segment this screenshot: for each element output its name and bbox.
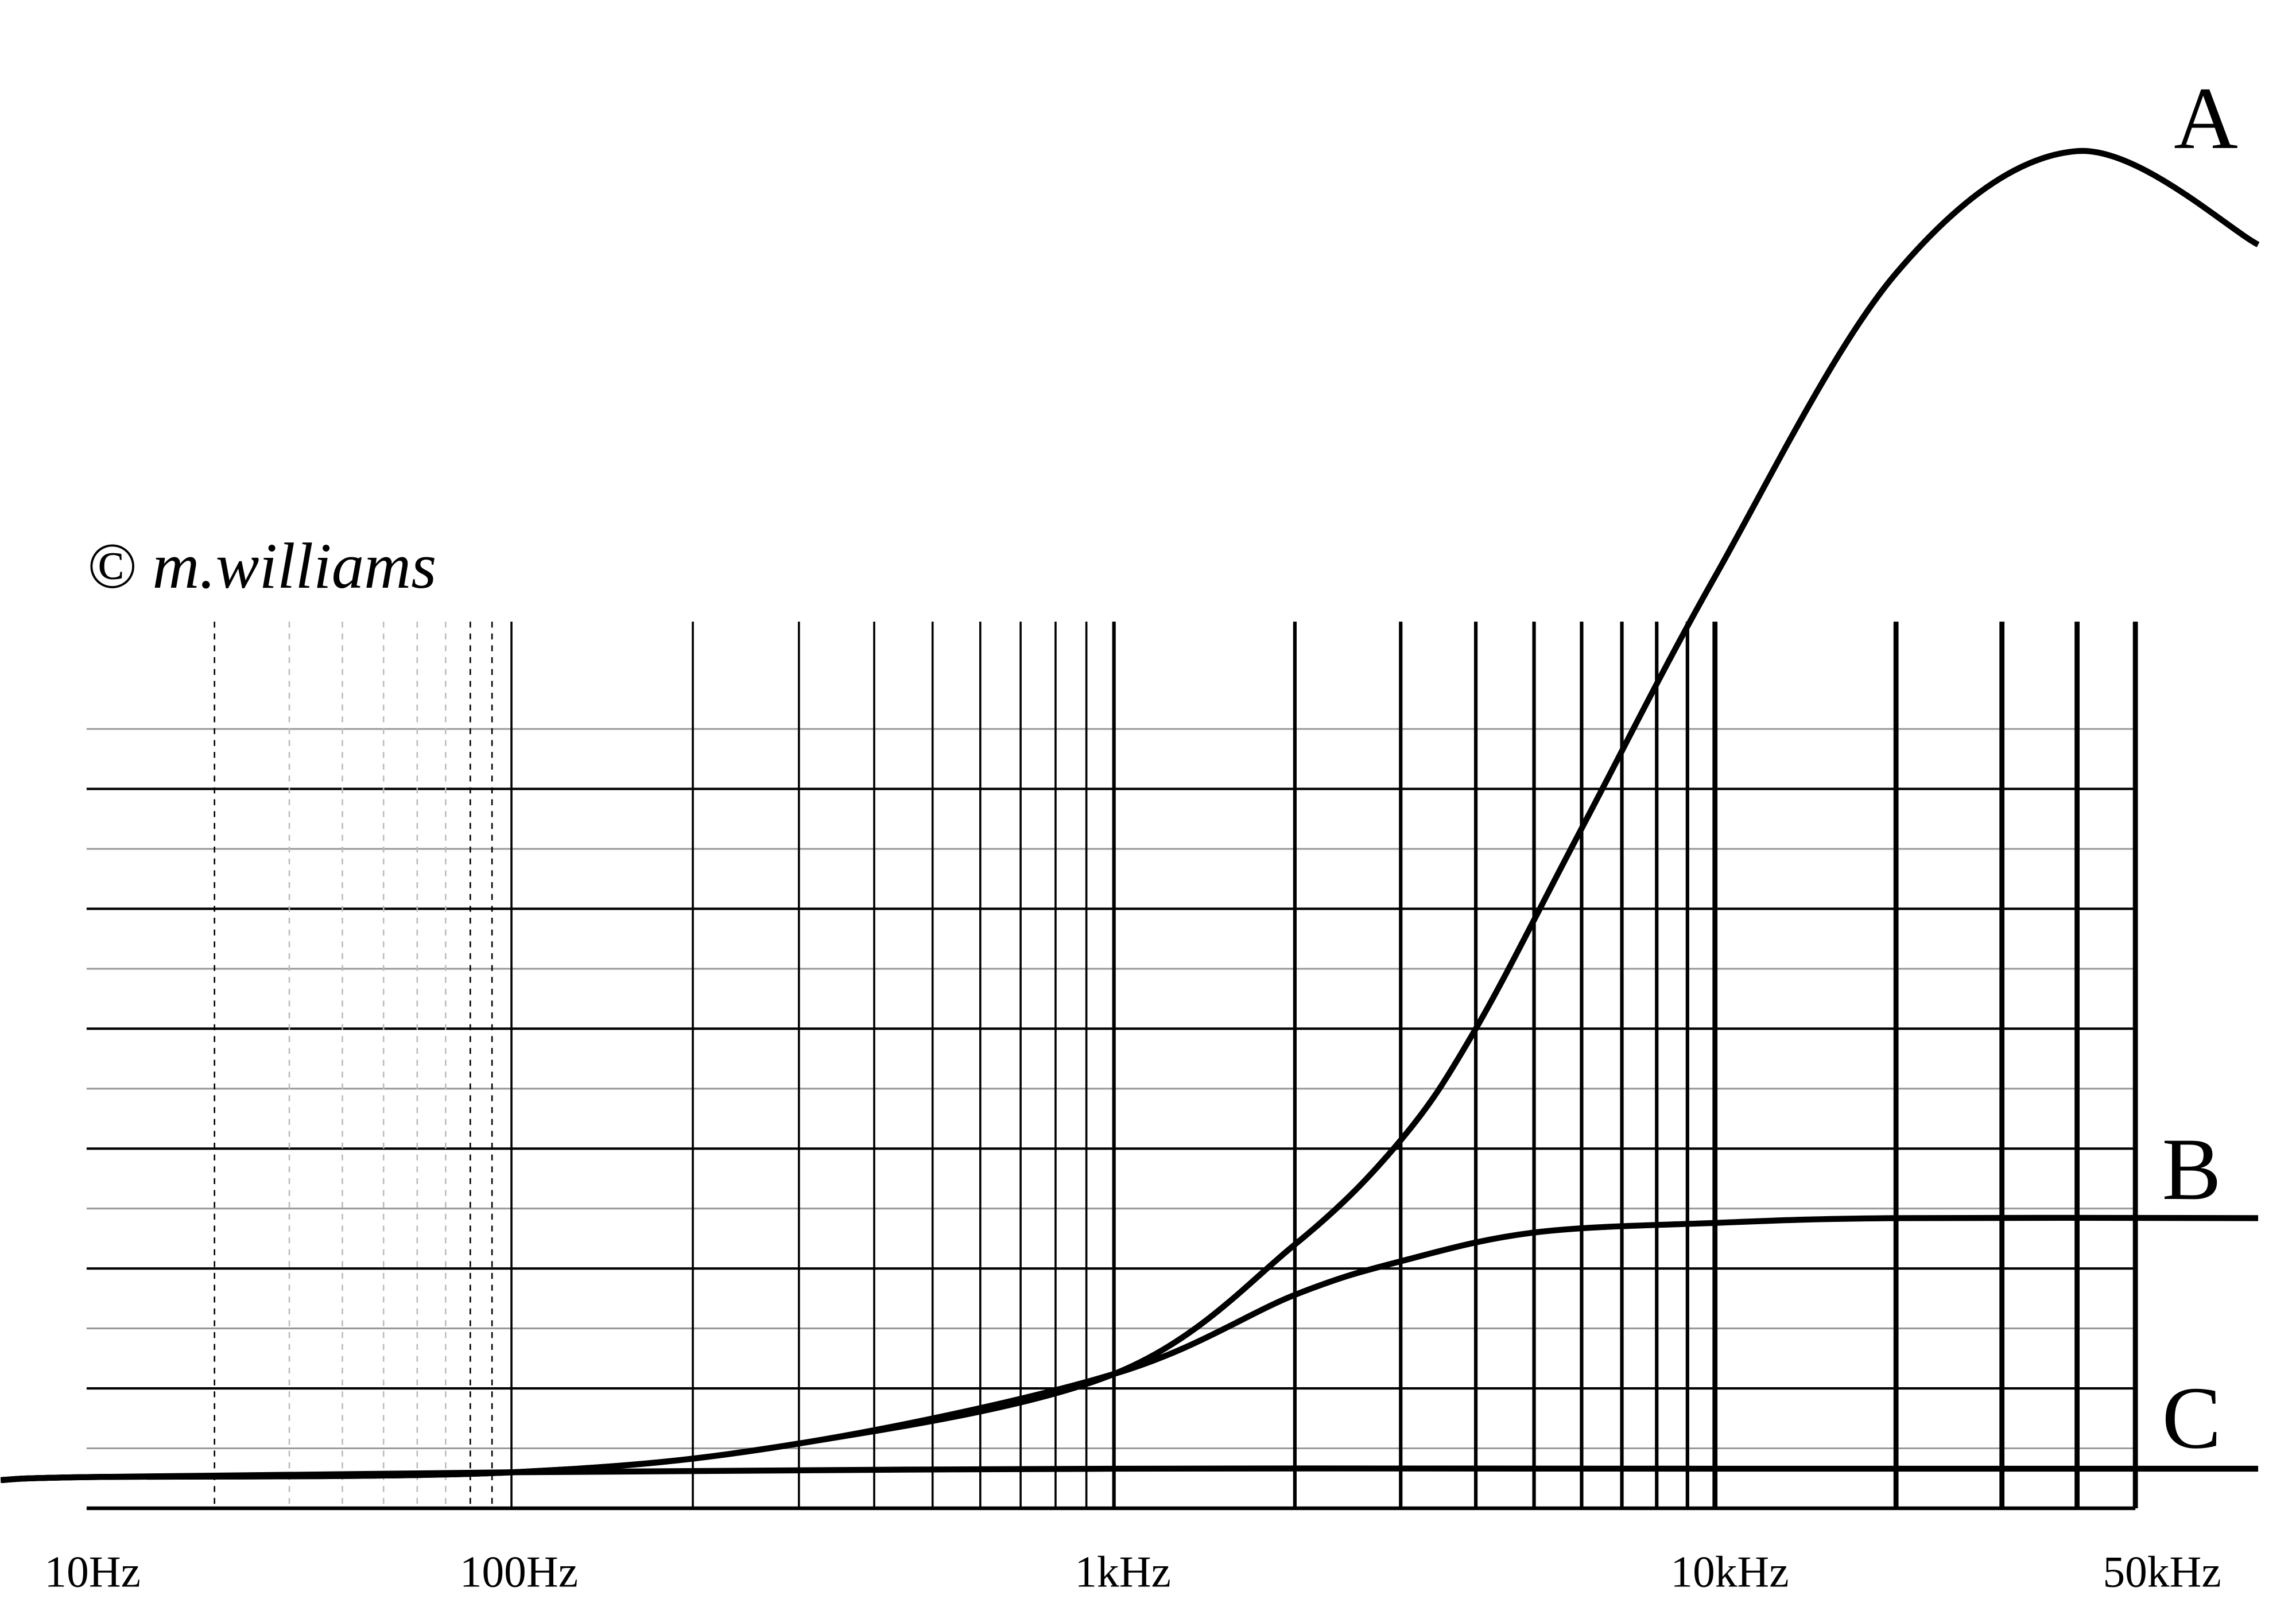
x-tick-label: 1kHz [1075,1547,1171,1597]
curve-c [1,1465,2259,1483]
x-tick-labels: 10Hz 100Hz 1kHz 10kHz 50kHz [44,1547,2221,1597]
curve-a [1,148,2260,1483]
curve-label-a: A [2174,69,2238,168]
curves [1,148,2260,1483]
curve-label-b: B [2162,1120,2221,1218]
copyright-watermark: © m.williams [87,530,437,602]
x-tick-label: 10Hz [44,1547,141,1597]
x-tick-label: 100Hz [460,1547,578,1597]
x-tick-label: 50kHz [2103,1547,2221,1597]
x-tick-label: 10kHz [1670,1547,1789,1597]
curve-label-c: C [2162,1369,2221,1467]
grid [86,622,2138,1511]
curve-b [1,1214,2259,1483]
